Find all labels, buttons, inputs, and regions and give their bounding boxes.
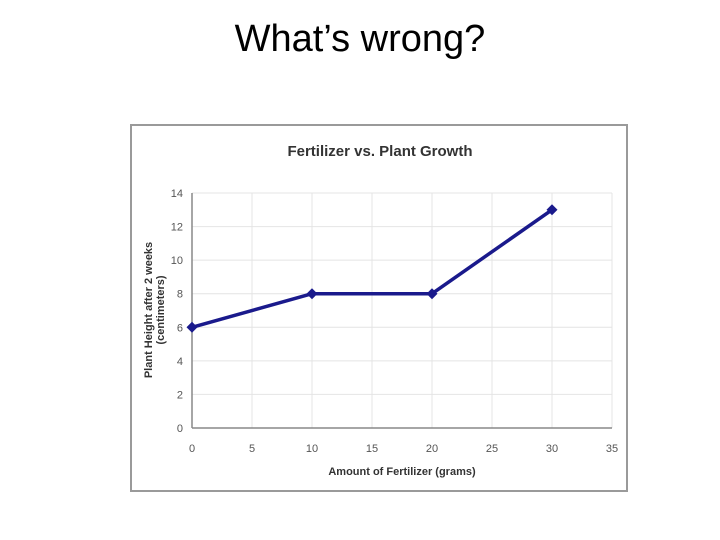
y-tick-label: 8 xyxy=(177,289,183,301)
y-tick-label: 2 xyxy=(177,389,183,401)
chart-frame xyxy=(130,124,628,492)
x-tick-label: 25 xyxy=(486,443,498,455)
y-tick-label: 10 xyxy=(171,255,183,267)
y-tick-label: 4 xyxy=(177,356,183,368)
x-tick-label: 0 xyxy=(189,443,195,455)
y-tick-label: 14 xyxy=(171,188,183,200)
x-tick-label: 30 xyxy=(546,443,558,455)
data-point-marker xyxy=(546,204,558,216)
x-tick-label: 35 xyxy=(606,443,618,455)
data-point-marker xyxy=(306,288,318,300)
slide-title: What’s wrong? xyxy=(234,18,486,60)
y-tick-label: 12 xyxy=(171,222,183,234)
series-line xyxy=(191,208,554,329)
data-point-marker xyxy=(186,321,198,333)
y-tick-label: 0 xyxy=(177,423,183,435)
y-axis-label-line1: Plant Height after 2 weeks xyxy=(143,242,155,378)
x-tick-label: 20 xyxy=(426,443,438,455)
y-axis-label-line2: (centimeters) xyxy=(155,275,167,344)
x-tick-label: 5 xyxy=(249,443,255,455)
data-point-marker xyxy=(426,288,438,300)
chart-title: Fertilizer vs. Plant Growth xyxy=(287,143,472,160)
x-tick-label: 10 xyxy=(306,443,318,455)
x-axis-label: Amount of Fertilizer (grams) xyxy=(328,466,476,478)
y-tick-label: 6 xyxy=(177,322,183,334)
x-tick-label: 15 xyxy=(366,443,378,455)
